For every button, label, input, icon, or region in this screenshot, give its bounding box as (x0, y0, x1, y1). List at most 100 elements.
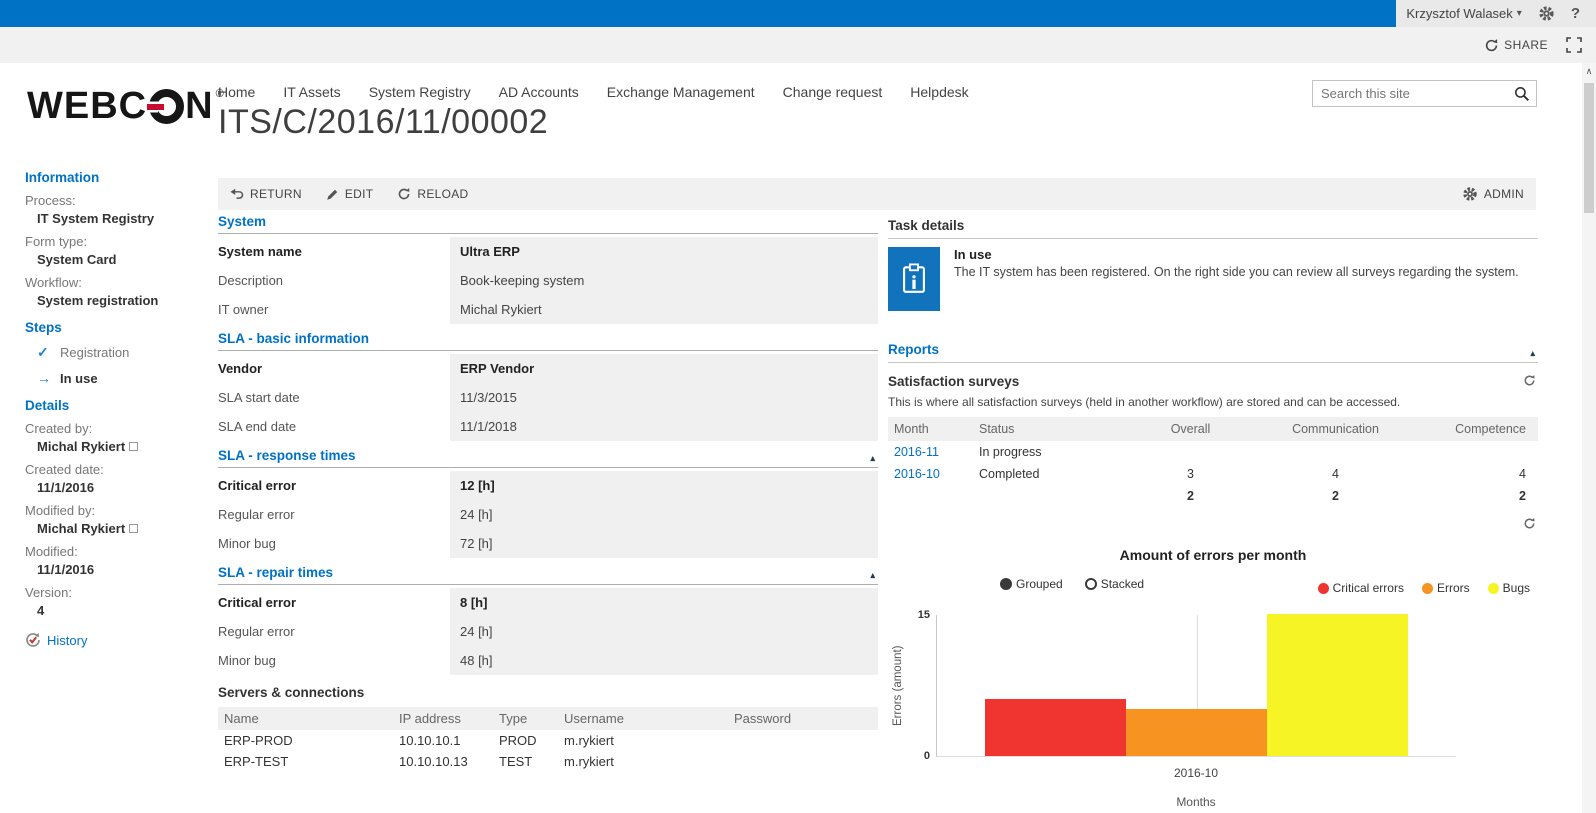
collapse-section-icon[interactable]: ▴ (870, 453, 875, 463)
search-box (1312, 80, 1537, 107)
suite-bar: Krzysztof Walasek ▾ ? (0, 0, 1596, 27)
legend-item-bugs[interactable]: Bugs (1487, 581, 1530, 595)
form-main-column: System System name Ultra ERP Description… (218, 214, 878, 772)
form-row: IT owner Michal Rykiert (218, 295, 878, 324)
top-navigation: Home IT Assets System Registry AD Accoun… (218, 84, 969, 100)
form-row: Vendor ERP Vendor (218, 354, 878, 383)
modified-date-value: 11/1/2016 (37, 562, 95, 577)
form-row: Description Book-keeping system (218, 266, 878, 295)
presence-indicator-icon[interactable] (129, 524, 139, 533)
servers-table: Name IP address Type Username Password E… (218, 707, 878, 772)
nav-item-it-assets[interactable]: IT Assets (283, 84, 341, 100)
chart-plot-area (936, 614, 1456, 757)
logo-text-right: N (185, 85, 214, 127)
section-header-system: System (218, 214, 878, 234)
x-category-label: 2016-10 (1173, 766, 1219, 780)
webcon-logo[interactable]: WEBC N ® (27, 86, 224, 126)
collapse-section-icon[interactable]: ▴ (1530, 348, 1535, 358)
legend-item-errors[interactable]: Errors (1421, 581, 1470, 595)
edit-button[interactable]: EDIT (326, 187, 374, 201)
sidebar-heading-information: Information (25, 170, 100, 185)
modified-by-value: Michal Rykiert (37, 521, 126, 536)
collapse-section-icon[interactable]: ▴ (870, 570, 875, 580)
nav-item-ad-accounts[interactable]: AD Accounts (498, 84, 579, 100)
refresh-surveys-icon[interactable] (1523, 374, 1536, 387)
scroll-up-arrow-icon[interactable]: ∧ (1585, 66, 1593, 76)
step-in-use: → In use (37, 370, 98, 386)
vertical-scrollbar[interactable]: ∧ (1582, 63, 1596, 813)
focus-mode-icon[interactable] (1566, 37, 1582, 53)
table-row: ERP-TEST 10.10.10.13 TEST m.rykiert (224, 754, 614, 769)
task-details-header: Task details (888, 218, 1538, 239)
reload-button[interactable]: RELOAD (397, 187, 468, 201)
user-menu[interactable]: Krzysztof Walasek ▾ (1406, 6, 1521, 21)
task-details: In use The IT system has been registered… (888, 247, 1538, 317)
surveys-table: Month Status Overall Communication Compe… (888, 417, 1538, 507)
form-row: Minor bug 48 [h] (218, 646, 878, 675)
refresh-chart-icon[interactable] (888, 517, 1538, 535)
chart-mode-stacked[interactable]: Stacked (1084, 577, 1144, 591)
sync-icon (1484, 38, 1499, 53)
arrow-right-icon: → (37, 370, 51, 386)
ribbon-bar: SHARE (0, 27, 1596, 63)
surveys-description: This is where all satisfaction surveys (… (888, 395, 1401, 409)
survey-month-link[interactable]: 2016-11 (894, 445, 939, 459)
task-step-name: In use (954, 247, 992, 262)
presence-indicator-icon[interactable] (129, 442, 139, 451)
form-row: Critical error 12 [h] (218, 471, 878, 500)
bar-errors (1126, 708, 1267, 756)
it-owner-value: Michal Rykiert (450, 295, 878, 324)
form-row: Minor bug 72 [h] (218, 529, 878, 558)
search-input[interactable] (1313, 86, 1508, 101)
table-summary-row: 2 2 2 (1187, 489, 1526, 503)
form-type-value: System Card (37, 252, 117, 267)
help-button[interactable]: ? (1570, 5, 1580, 22)
chart-bars (937, 614, 1456, 756)
share-label: SHARE (1504, 38, 1548, 52)
page-title: ITS/C/2016/11/00002 (218, 103, 549, 141)
return-button[interactable]: RETURN (230, 187, 302, 201)
logo-text-left: WEBC (27, 85, 148, 127)
sla-end-date-value: 11/1/2018 (450, 412, 878, 441)
chart-mode-grouped[interactable]: Grouped (1000, 577, 1063, 591)
sla-start-date-value: 11/3/2015 (450, 383, 878, 412)
legend-item-critical-errors[interactable]: Critical errors (1317, 581, 1404, 595)
nav-item-helpdesk[interactable]: Helpdesk (910, 84, 969, 100)
field-label: Form type: (25, 234, 88, 249)
legend-dot-icon (1317, 582, 1329, 594)
task-step-icon (888, 247, 940, 311)
form-row: SLA end date 11/1/2018 (218, 412, 878, 441)
nav-item-change-request[interactable]: Change request (782, 84, 883, 100)
chevron-down-icon: ▾ (1516, 8, 1522, 19)
admin-button[interactable]: ADMIN (1462, 186, 1524, 202)
form-row: Critical error 8 [h] (218, 588, 878, 617)
repair-critical-value: 8 [h] (450, 588, 878, 617)
bar-bugs (1267, 614, 1408, 756)
history-icon (25, 632, 41, 648)
task-description: The IT system has been registered. On th… (954, 265, 1519, 279)
info-sidebar: Information Process: IT System Registry … (25, 170, 213, 648)
history-link[interactable]: History (25, 632, 213, 648)
share-button[interactable]: SHARE (1484, 38, 1548, 53)
nav-item-home[interactable]: Home (218, 84, 256, 100)
y-tick-min: 0 (923, 750, 930, 762)
scrollbar-thumb[interactable] (1584, 83, 1594, 213)
workflow-value: System registration (37, 293, 159, 308)
section-header-sla-repair: SLA - repair times ▴ (218, 565, 878, 585)
logo-o-mark-icon (149, 89, 185, 124)
nav-item-system-registry[interactable]: System Registry (368, 84, 471, 100)
nav-item-exchange-management[interactable]: Exchange Management (606, 84, 755, 100)
created-by-value: Michal Rykiert (37, 439, 126, 454)
y-tick-max: 15 (917, 609, 930, 621)
section-header-sla-basic: SLA - basic information (218, 331, 878, 351)
user-name: Krzysztof Walasek (1406, 6, 1513, 21)
registered-mark: ® (215, 88, 224, 100)
process-value: IT System Registry (37, 211, 155, 226)
version-value: 4 (37, 603, 45, 618)
settings-gear-icon[interactable] (1538, 5, 1555, 22)
survey-month-link[interactable]: 2016-10 (894, 467, 940, 481)
search-icon[interactable] (1508, 81, 1536, 106)
sidebar-heading-steps: Steps (25, 320, 62, 335)
section-header-sla-response: SLA - response times ▴ (218, 448, 878, 468)
